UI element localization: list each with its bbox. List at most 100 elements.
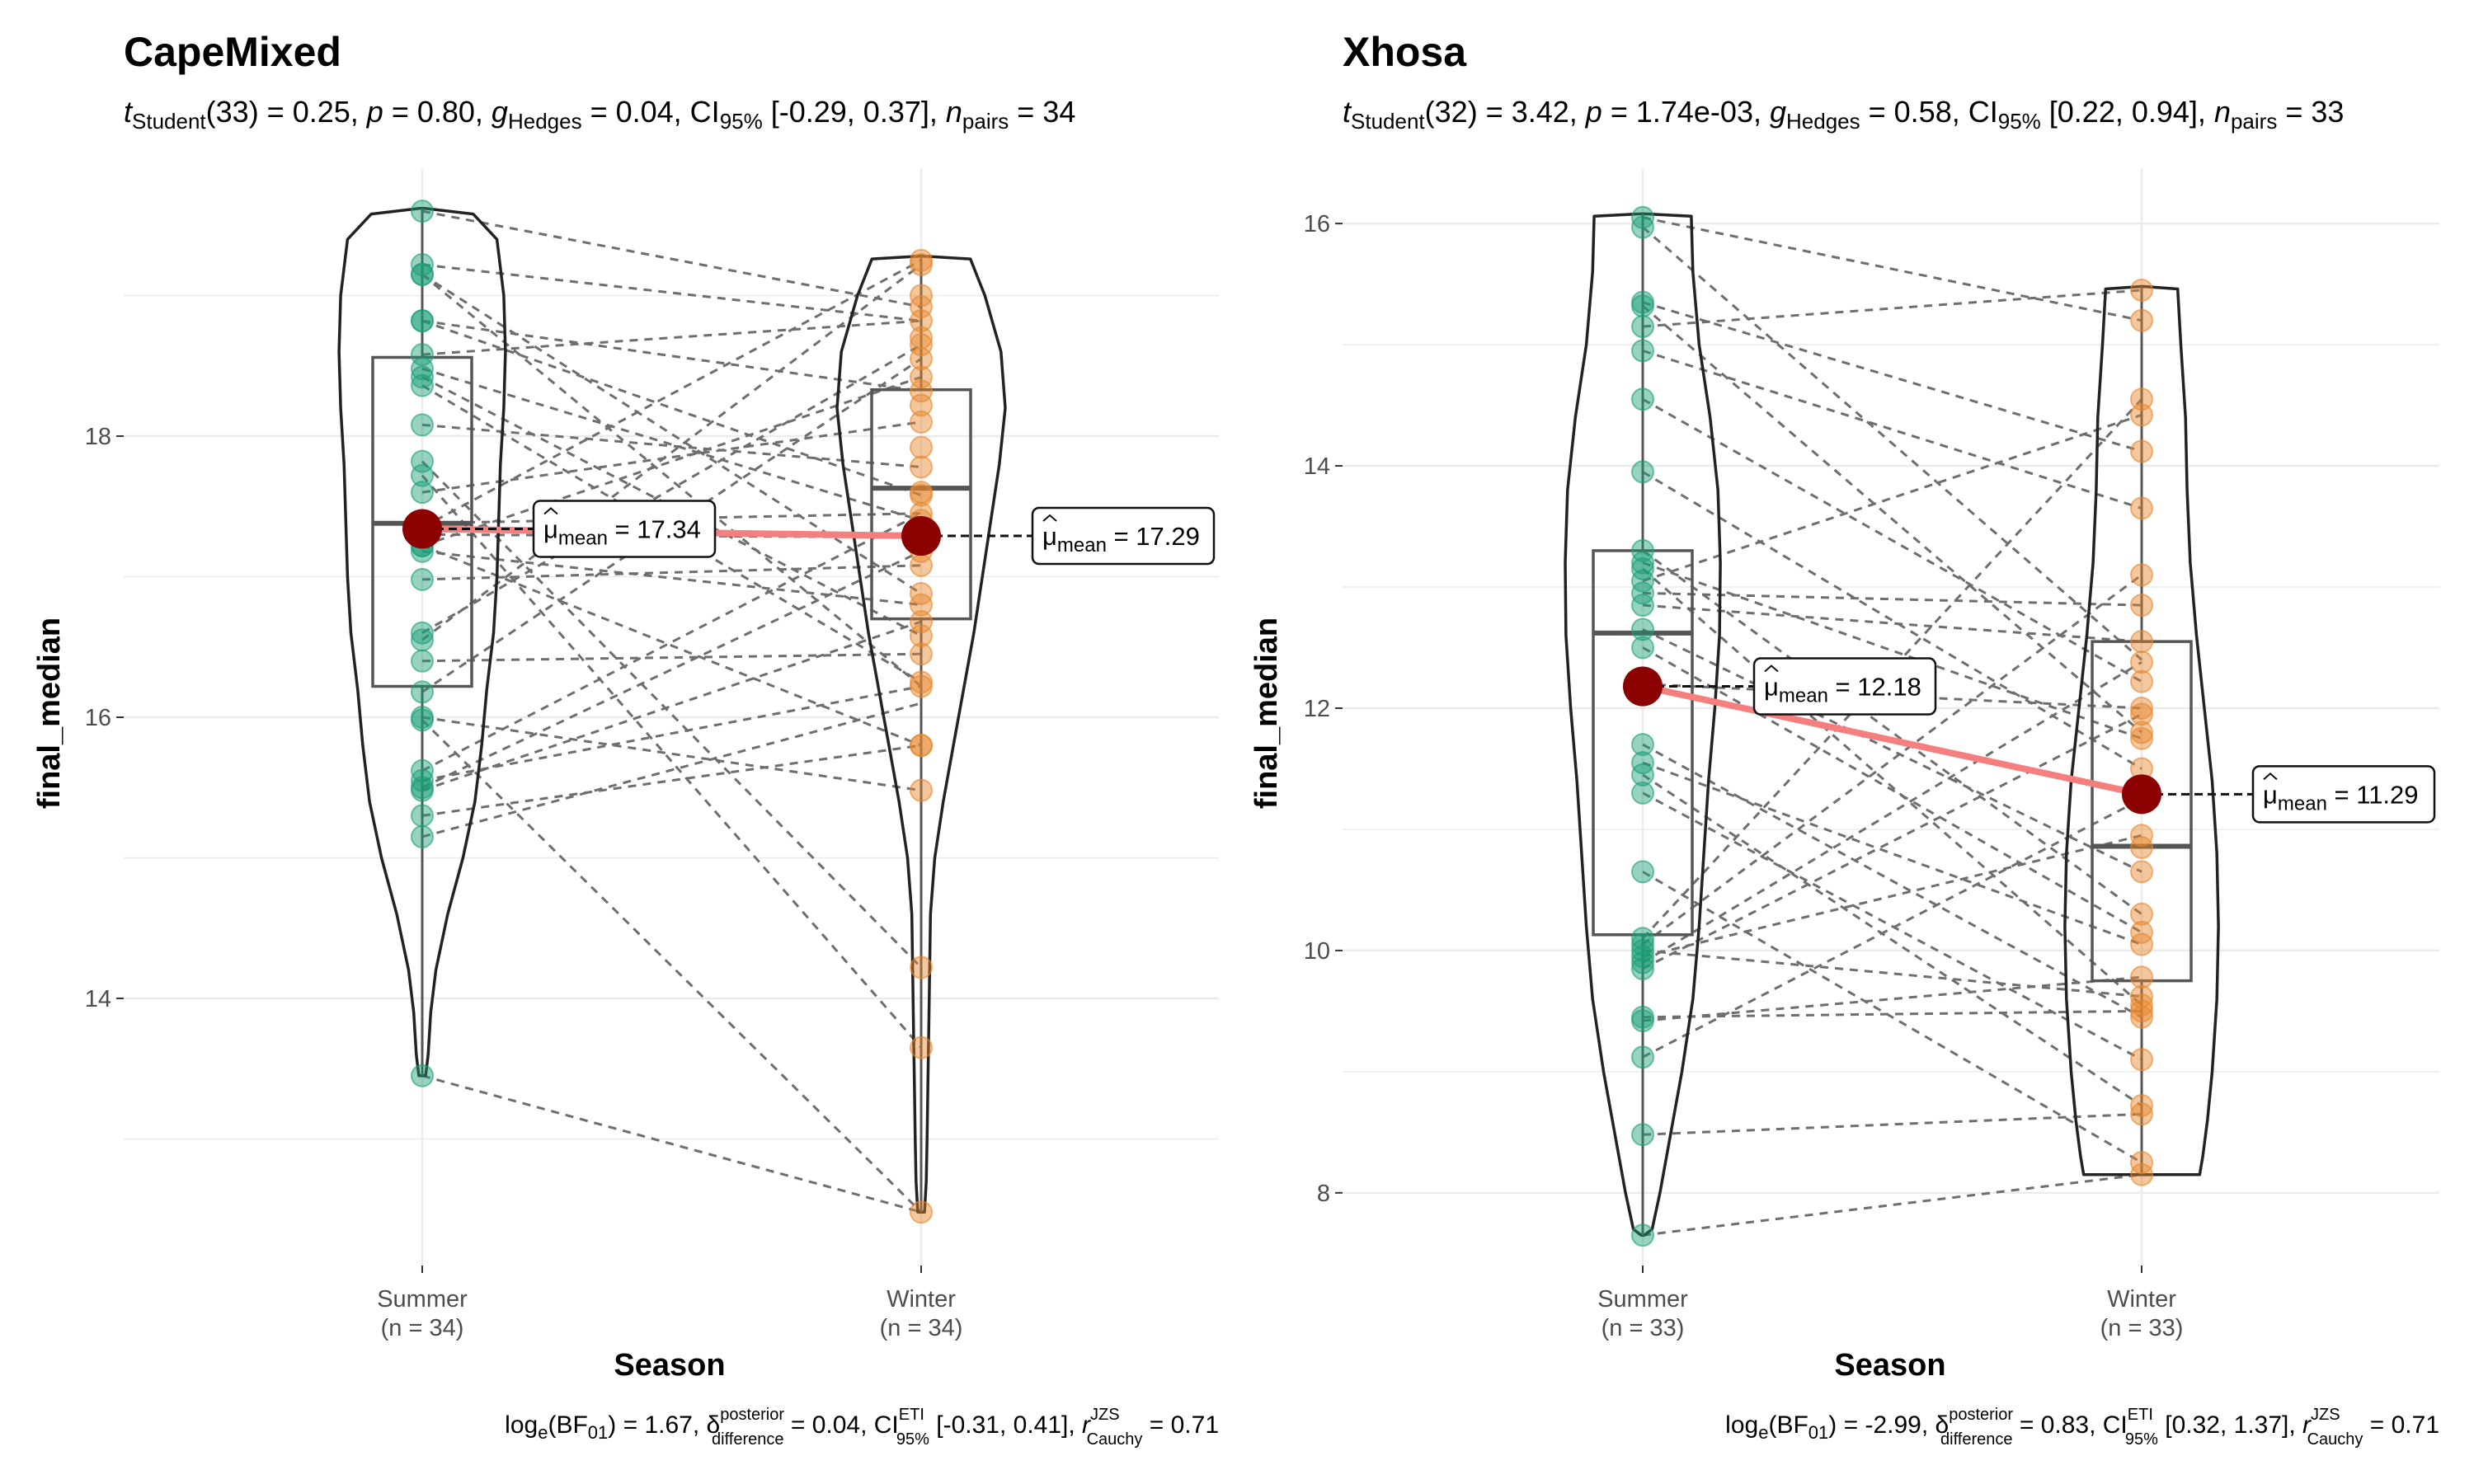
mean-label-box (1752, 657, 1937, 716)
point-winter (910, 284, 933, 308)
mean-markers: μmean = 12.18 μmean = 11.29 (1623, 657, 2436, 824)
point-summer (411, 708, 434, 732)
paired-lines (421, 209, 923, 1214)
paired-line (1642, 797, 2142, 1059)
bayes-caption: loge(BF01) = -2.99, δposterior difference… (1725, 1406, 2439, 1449)
paired-line (421, 544, 922, 747)
point-summer (1631, 1223, 1654, 1247)
point-summer (411, 758, 434, 782)
paired-line (1641, 398, 2143, 940)
point-winter (910, 365, 933, 389)
point-winter (910, 1200, 933, 1224)
point-winter (2130, 630, 2153, 654)
paired-line (421, 550, 922, 789)
point-winter (2130, 965, 2153, 989)
point-summer (1631, 556, 1654, 580)
paired-line (1642, 567, 2142, 1007)
paired-lines (1641, 216, 2143, 1237)
paired-line (1642, 216, 2142, 322)
point-winter (910, 252, 933, 276)
paired-line (1642, 628, 2142, 873)
point-summer (1631, 460, 1654, 484)
point-summer (411, 824, 434, 848)
point-summer (411, 357, 434, 381)
point-summer (411, 778, 434, 802)
point-summer (411, 1064, 434, 1087)
paired-line (421, 716, 922, 792)
point-winter (910, 410, 933, 434)
paired-line (421, 420, 922, 494)
point-winter (2130, 496, 2153, 520)
paired-line (1642, 301, 2142, 453)
mean-label-box (1031, 506, 1216, 566)
paired-line (1642, 603, 2142, 643)
point-summer (411, 365, 434, 389)
x-tick-label: Summer (1597, 1286, 1688, 1313)
paired-line (1642, 289, 2142, 328)
point-summer (411, 481, 434, 505)
chart-subtitle: tStudent(33) = 0.25, p = 0.80, gHedges =… (124, 95, 1075, 134)
paired-line (1642, 226, 2142, 661)
x-axis-title: Season (1834, 1348, 1945, 1383)
panel-capemixed: CapeMixed tStudent(33) = 0.25, p = 0.80,… (32, 29, 1219, 1449)
point-winter (910, 455, 933, 479)
point-summer (1631, 781, 1654, 805)
point-winter (910, 435, 933, 459)
y-axis-title: final_median (32, 618, 67, 809)
mean-label: μmean = 12.18 (1764, 673, 1921, 707)
y-tick-label: 8 (1317, 1181, 1330, 1207)
paired-line (1642, 591, 2142, 607)
paired-line (1642, 1009, 2142, 1019)
x-tick-label: Winter (2107, 1286, 2176, 1313)
point-winter (2130, 902, 2153, 926)
point-summer (1631, 538, 1654, 562)
mean-label-box (532, 500, 717, 558)
paired-line (421, 685, 922, 782)
paired-line (1642, 350, 2142, 510)
y-tick-label: 16 (85, 705, 111, 731)
point-summer (411, 309, 434, 333)
paired-line (1642, 791, 2142, 1061)
paired-line (421, 474, 923, 1049)
paired-line (421, 259, 922, 529)
paired-line (1642, 834, 2142, 958)
violin-winter (2063, 284, 2220, 1176)
mean-point (402, 509, 442, 549)
chart-subtitle: tStudent(32) = 3.42, p = 1.74e-03, gHedg… (1343, 95, 2344, 134)
point-winter (2130, 278, 2153, 302)
point-winter (910, 642, 933, 666)
data-points (411, 200, 933, 1224)
point-winter (2130, 860, 2153, 884)
x-tick-count: (n = 33) (1602, 1315, 1685, 1341)
point-summer (411, 628, 434, 652)
point-summer (1631, 339, 1654, 363)
paired-line (421, 702, 922, 838)
paired-line (1642, 683, 2142, 710)
paired-line (1642, 471, 2142, 770)
point-summer (1631, 763, 1654, 787)
mean-connector-line (1642, 683, 2142, 798)
boxplots (1592, 214, 2193, 1236)
paired-line (1642, 773, 2142, 1107)
point-winter (910, 393, 933, 417)
y-axis-ticks: 8 10 12 14 16 (1304, 211, 1343, 1207)
point-summer (1631, 860, 1654, 884)
point-winter (2130, 387, 2153, 411)
x-tick-label: Summer (377, 1286, 468, 1313)
violins (337, 206, 1007, 1214)
point-winter (2130, 1102, 2153, 1126)
point-winter (2130, 993, 2153, 1017)
y-tick-label: 14 (1304, 453, 1330, 480)
mean-label-box (2251, 765, 2436, 824)
paired-line (421, 620, 922, 792)
point-summer (1631, 1045, 1654, 1069)
mean-hat (543, 507, 558, 515)
point-winter (910, 1036, 933, 1059)
point-winter (2130, 563, 2153, 587)
point-winter (910, 481, 933, 505)
point-summer (1631, 1123, 1654, 1147)
point-winter (2130, 920, 2153, 944)
paired-line (1642, 1112, 2142, 1136)
